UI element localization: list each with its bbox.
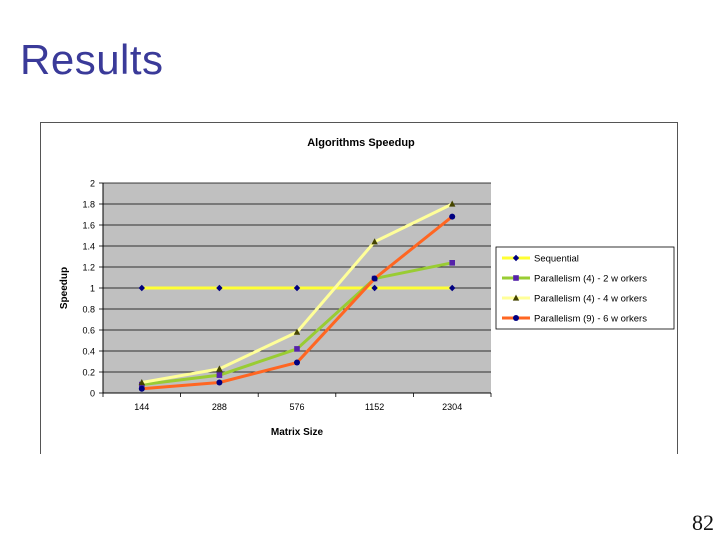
y-tick-label: 0.2 <box>82 368 95 378</box>
series-layer <box>138 200 456 392</box>
data-point <box>512 254 520 262</box>
legend-item: Parallelism (4) - 2 w orkers <box>502 274 647 285</box>
y-axis-ticks: 0 0.2 0.4 0.6 0.8 1 1.2 1.4 1.6 1.8 2 <box>82 179 103 399</box>
slide-title: Results <box>20 36 164 83</box>
data-point <box>216 372 223 378</box>
y-tick-label: 1 <box>90 284 95 294</box>
data-point <box>216 365 223 372</box>
legend: Sequential Parallelism (4) - 2 w orkers Pa… <box>495 246 675 330</box>
series-3 <box>138 200 456 386</box>
x-tick-label: 576 <box>289 402 304 412</box>
y-tick-label: 0.8 <box>82 305 95 315</box>
data-point <box>513 315 519 321</box>
data-point <box>449 284 456 292</box>
x-axis-ticks: 144 288 576 1152 2304 <box>102 393 492 412</box>
data-point <box>294 346 300 352</box>
legend-label: Sequential <box>534 254 579 265</box>
y-tick-label: 1.6 <box>82 221 95 231</box>
data-point <box>513 275 519 281</box>
legend-item: Sequential <box>502 254 579 265</box>
x-axis-label: Matrix Size <box>271 427 324 438</box>
legend-item: Parallelism (9) - 6 w orkers <box>502 314 647 325</box>
data-point <box>138 385 145 392</box>
y-tick-label: 1.2 <box>82 263 95 273</box>
y-tick-label: 0.6 <box>82 326 95 336</box>
data-point <box>371 275 378 282</box>
y-tick-label: 0 <box>90 389 95 399</box>
y-tick-label: 1.4 <box>82 242 95 252</box>
y-tick-label: 0.4 <box>82 347 95 357</box>
y-tick-label: 2 <box>90 179 95 189</box>
data-point <box>216 284 223 292</box>
series-4 <box>138 213 456 392</box>
y-axis-label: Speedup <box>59 267 70 309</box>
legend-box <box>495 246 675 330</box>
chart-frame: Algorithms Speedup 0 0.2 0.4 0.6 0.8 1 1.2 1.4 1… <box>40 122 678 454</box>
data-point <box>293 284 301 292</box>
line-chart: Algorithms Speedup 0 0.2 0.4 0.6 0.8 1 1.2 1.4 1… <box>59 137 675 438</box>
y-tick-label: 1.8 <box>82 200 95 210</box>
data-point <box>449 200 456 207</box>
data-point <box>216 379 223 386</box>
data-point <box>294 359 300 366</box>
data-point <box>512 294 520 301</box>
legend-label: Parallelism (9) - 6 w orkers <box>534 314 647 325</box>
series-1 <box>138 284 456 292</box>
data-point <box>138 379 145 386</box>
data-point <box>371 238 378 245</box>
legend-label: Parallelism (4) - 4 w orkers <box>534 294 647 305</box>
data-point <box>293 328 301 335</box>
data-point <box>138 284 145 292</box>
legend-item: Parallelism (4) - 4 w orkers <box>502 294 647 305</box>
page-number: 82 <box>692 510 714 535</box>
chart-title: Algorithms Speedup <box>307 137 415 149</box>
data-point <box>449 260 455 266</box>
x-tick-label: 144 <box>134 402 149 412</box>
data-point <box>371 284 378 292</box>
x-tick-label: 1152 <box>365 402 384 412</box>
x-tick-label: 2304 <box>442 402 462 412</box>
x-tick-label: 288 <box>212 402 227 412</box>
data-point <box>449 213 456 220</box>
legend-label: Parallelism (4) - 2 w orkers <box>534 274 647 285</box>
